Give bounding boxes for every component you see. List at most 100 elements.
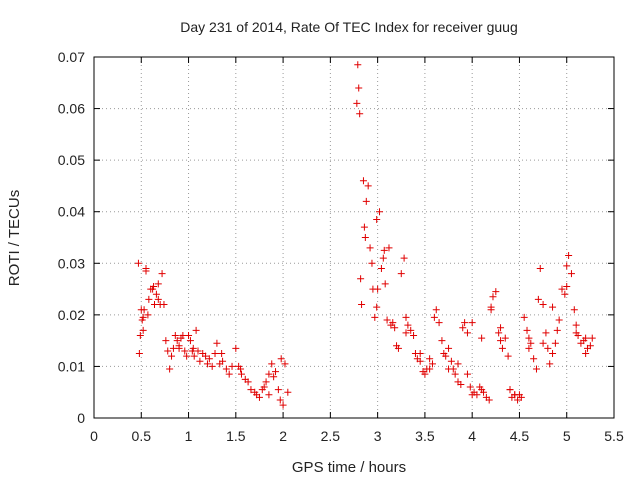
x-tick-label: 2 (279, 428, 287, 444)
data-point (237, 370, 245, 378)
data-point (553, 326, 561, 334)
data-point (492, 288, 500, 296)
data-point (400, 254, 408, 262)
x-tick-label: 0 (90, 428, 98, 444)
data-point (145, 295, 153, 303)
data-point (383, 316, 391, 324)
data-point (435, 319, 443, 327)
data-point (416, 357, 424, 365)
y-tick-label: 0.06 (58, 101, 85, 117)
x-tick-label: 0.5 (132, 428, 152, 444)
data-point (366, 244, 374, 252)
data-point (373, 215, 381, 223)
data-point (173, 337, 181, 345)
data-point (255, 393, 263, 401)
y-tick-label: 0.07 (58, 49, 85, 65)
data-point (232, 344, 240, 352)
x-axis-title: GPS time / hours (292, 459, 406, 476)
data-point (364, 182, 372, 190)
data-point (144, 311, 152, 319)
data-point (208, 362, 216, 370)
data-point (404, 321, 412, 329)
data-point (136, 331, 144, 339)
data-point (139, 326, 147, 334)
data-point (514, 396, 522, 404)
y-tick-label: 0.05 (58, 152, 85, 168)
data-point (262, 378, 270, 386)
data-points (134, 61, 596, 409)
data-point (380, 246, 388, 254)
y-tick-labels: 0 0.01 0.02 0.03 0.04 0.05 0.06 0.07 (58, 49, 85, 426)
data-point (394, 344, 402, 352)
data-point (520, 313, 528, 321)
data-point (160, 301, 168, 309)
y-tick-label: 0.02 (58, 307, 85, 323)
y-tick-label: 0 (77, 410, 85, 426)
data-point (532, 365, 540, 373)
data-point (426, 365, 434, 373)
data-point (517, 393, 525, 401)
data-point (228, 362, 236, 370)
data-point (202, 352, 210, 360)
data-point (432, 306, 440, 314)
data-point (381, 280, 389, 288)
data-point (558, 285, 566, 293)
data-point (480, 388, 488, 396)
data-point (402, 329, 410, 337)
data-point (461, 319, 469, 327)
data-point (567, 270, 575, 278)
data-point (454, 360, 462, 368)
data-point (277, 355, 285, 363)
data-point (539, 339, 547, 347)
data-point (205, 355, 213, 363)
data-point (268, 360, 276, 368)
data-point (561, 290, 569, 298)
data-point (360, 223, 368, 231)
data-point (358, 301, 366, 309)
data-point (181, 347, 189, 355)
data-point (586, 342, 594, 350)
data-point (376, 208, 384, 216)
data-point (473, 391, 481, 399)
data-point (265, 391, 273, 399)
data-point (546, 360, 554, 368)
data-point (368, 259, 376, 267)
data-point (504, 352, 512, 360)
data-point (565, 252, 573, 260)
data-point (186, 337, 194, 345)
data-point (225, 370, 233, 378)
data-point (530, 355, 538, 363)
data-point (523, 326, 531, 334)
data-point (498, 344, 506, 352)
data-point (359, 177, 367, 185)
data-point (389, 319, 397, 327)
data-point (142, 267, 150, 275)
data-point (373, 303, 381, 311)
data-point (374, 285, 382, 293)
data-point (135, 350, 143, 358)
data-point (487, 303, 495, 311)
data-point (402, 313, 410, 321)
data-point (377, 264, 385, 272)
data-point (506, 386, 514, 394)
data-point (416, 350, 424, 358)
data-point (463, 370, 471, 378)
data-point (495, 329, 503, 337)
data-point (572, 321, 580, 329)
data-point (192, 326, 200, 334)
data-point (154, 280, 162, 288)
data-point (551, 339, 559, 347)
data-point (219, 357, 227, 365)
data-point (485, 396, 493, 404)
data-point (150, 282, 158, 290)
data-point (525, 344, 533, 352)
data-point (527, 339, 535, 347)
data-point (218, 350, 226, 358)
x-tick-label: 2.5 (321, 428, 341, 444)
data-point (466, 383, 474, 391)
data-point (265, 370, 273, 378)
data-point (134, 259, 142, 267)
x-tick-label: 4 (468, 428, 476, 444)
data-point (355, 84, 363, 92)
